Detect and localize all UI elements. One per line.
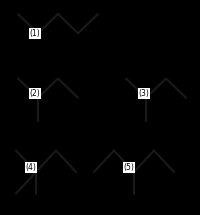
Text: (3): (3) [139,89,149,98]
Text: (5): (5) [124,163,134,172]
Text: (1): (1) [30,29,40,38]
Text: (4): (4) [26,163,36,172]
Text: (2): (2) [30,89,40,98]
